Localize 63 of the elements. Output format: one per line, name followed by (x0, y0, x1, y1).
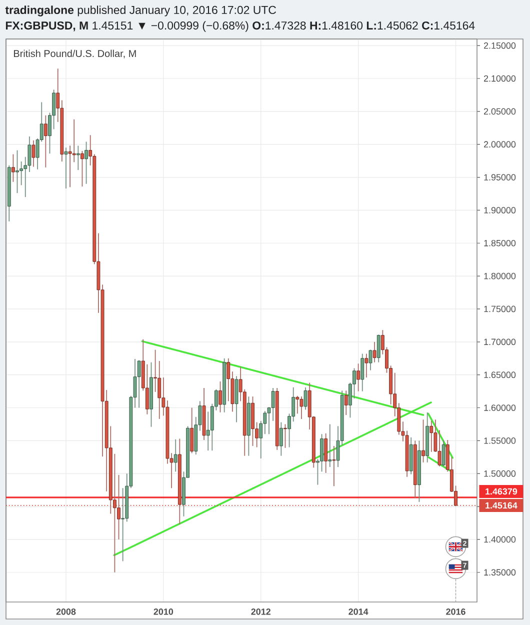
candlestick (320, 434, 324, 472)
y-tick-label: 1.70000 (484, 338, 516, 346)
candlestick (376, 334, 380, 363)
candlestick (332, 445, 336, 487)
candlestick (32, 140, 36, 168)
y-tick-label: 2.05000 (484, 108, 516, 115)
candlestick (284, 424, 287, 448)
candlestick (364, 353, 368, 378)
candlestick (296, 395, 300, 414)
x-tick-label: 2008 (56, 608, 76, 615)
candlestick (72, 118, 76, 163)
y-tick-label: 2.15000 (484, 42, 516, 49)
candlestick (300, 396, 304, 420)
x-tick-label: 2014 (348, 608, 368, 615)
candlestick (271, 388, 275, 422)
candlestick (218, 380, 222, 413)
y-tick-label: 1.40000 (484, 536, 516, 543)
chart-title: FX:GBPUSD, M 1.45151 ▼ −0.00999 (−0.68%) O:1.47328 H:1.48160 L:1.45062 C:1.45164 (6, 21, 475, 32)
x-tick-label: 2012 (251, 608, 270, 615)
y-tick-label: 1.65000 (484, 372, 516, 378)
candlestick (20, 161, 24, 186)
candlestick (137, 360, 141, 408)
x-tick-label: 2010 (154, 608, 174, 615)
candlestick (44, 114, 48, 168)
candlestick (344, 390, 348, 416)
candlestick (442, 440, 446, 467)
y-tick-label: 1.35000 (484, 569, 516, 576)
y-tick-label: 1.50000 (484, 470, 516, 477)
candlestick (324, 432, 328, 474)
candlestick (190, 407, 194, 454)
text: tradingalone published January 10, 2016 17:02 UTC (5, 6, 276, 16)
candlestick (422, 419, 425, 463)
y-tick-label: 1.60000 (484, 404, 516, 411)
candlestick (16, 150, 19, 194)
ref-line-label: 1.46379 (486, 488, 518, 495)
y-tick-label: 1.55000 (484, 437, 516, 444)
candlestick (80, 150, 84, 187)
candlestick (430, 420, 434, 452)
y-tick-label: 1.75000 (484, 306, 516, 312)
y-tick-label: 1.85000 (484, 240, 516, 246)
candlestick (76, 145, 80, 170)
text: British Pound/U.S. Dollar, M (14, 50, 136, 58)
candlestick (121, 488, 125, 562)
ref-line-label: 1.45164 (486, 502, 518, 509)
candlestick (279, 422, 283, 456)
candlestick (11, 154, 15, 182)
candlestick (356, 363, 360, 392)
candlestick (84, 141, 88, 184)
candlestick (174, 438, 178, 472)
y-tick-label: 1.90000 (484, 207, 516, 214)
y-tick-label: 1.95000 (484, 174, 516, 180)
candlestick (328, 424, 332, 468)
candlestick (360, 353, 364, 392)
y-tick-label: 2.10000 (484, 75, 516, 82)
y-tick-label: 1.80000 (484, 272, 516, 280)
y-tick-label: 2.00000 (484, 141, 516, 148)
candlestick (304, 386, 308, 410)
candlestick (372, 341, 376, 363)
candlestick (145, 364, 149, 415)
candlestick (368, 349, 372, 371)
candlestick (64, 147, 68, 189)
candlestick (226, 358, 230, 402)
x-tick-label: 2016 (446, 608, 466, 615)
